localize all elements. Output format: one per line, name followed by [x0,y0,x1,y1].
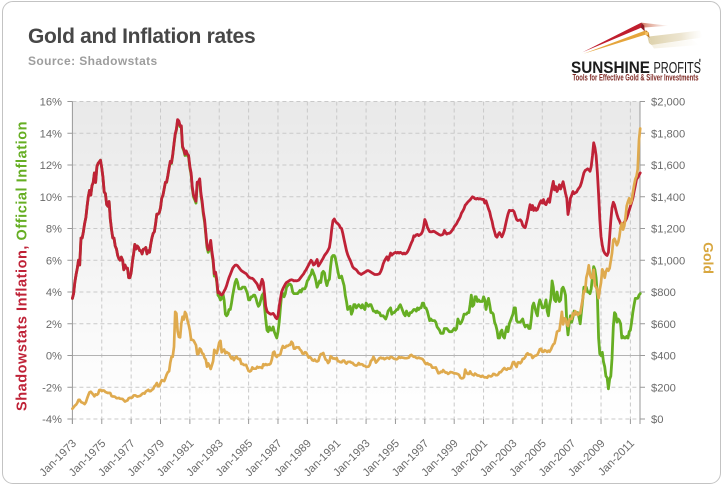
svg-text:-2%: -2% [42,382,62,394]
svg-text:$200: $200 [651,382,676,394]
svg-text:$1,600: $1,600 [651,160,685,172]
svg-text:4%: 4% [46,287,62,299]
svg-text:$600: $600 [651,319,676,331]
svg-text:6%: 6% [46,255,62,267]
svg-text:Gold: Gold [701,242,717,274]
svg-text:8%: 8% [46,224,62,236]
svg-text:$1,400: $1,400 [651,192,685,204]
svg-text:2%: 2% [46,319,62,331]
svg-text:$1,200: $1,200 [651,224,685,236]
svg-text:PROFITS: PROFITS [654,60,702,77]
svg-text:$1,800: $1,800 [651,128,685,140]
svg-text:12%: 12% [40,160,62,172]
svg-text:$400: $400 [651,351,676,363]
svg-text:$800: $800 [651,287,676,299]
svg-text:10%: 10% [40,192,62,204]
svg-text:$1,000: $1,000 [651,255,685,267]
svg-text:SUNSHINE: SUNSHINE [571,59,650,77]
svg-text:$2,000: $2,000 [651,97,685,109]
svg-text:$0: $0 [651,414,663,426]
svg-text:16%: 16% [40,97,62,109]
svg-text:Shadowstats Inflation, Officia: Shadowstats Inflation, Official Inflatio… [15,121,31,411]
svg-text:0%: 0% [46,351,62,363]
svg-text:14%: 14% [40,128,62,140]
svg-text:-4%: -4% [42,414,62,426]
svg-text:Tools for Effective Gold & Sil: Tools for Effective Gold & Silver Invest… [573,73,699,83]
